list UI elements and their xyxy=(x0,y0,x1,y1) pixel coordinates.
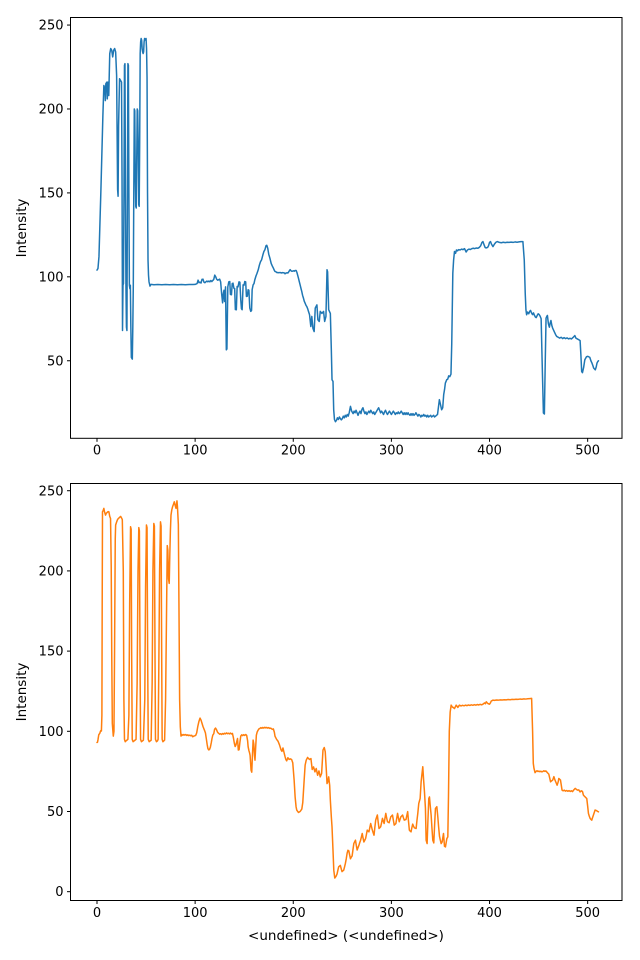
top-y-axis-label: Intensity xyxy=(14,198,30,258)
y-tick-label: 200 xyxy=(39,103,64,118)
bottom-y-axis-label: Intensity xyxy=(14,662,30,722)
y-tick-label: 150 xyxy=(39,645,64,660)
x-tick-label: 100 xyxy=(183,906,208,921)
y-tick-label: 100 xyxy=(39,725,64,740)
y-tick-label: 50 xyxy=(47,354,64,369)
bottom-axes: 0 100 200 300 400 500 0 50 100 150 200 250 xyxy=(39,483,623,921)
x-tick-label: 300 xyxy=(379,906,404,921)
y-tick-label: 200 xyxy=(39,564,64,579)
x-tick-label: 100 xyxy=(183,444,208,459)
y-tick-label: 50 xyxy=(47,805,64,820)
x-tick-label: 200 xyxy=(281,906,306,921)
top-axes: 0 100 200 300 400 500 50 100 150 200 250 xyxy=(39,17,623,459)
bottom-axes-frame xyxy=(70,483,623,901)
top-axes-frame xyxy=(70,17,623,439)
y-tick-label: 100 xyxy=(39,270,64,285)
x-tick-label: 500 xyxy=(575,444,600,459)
bottom-series-line xyxy=(96,500,600,879)
y-tick-label: 150 xyxy=(39,186,64,201)
x-tick-label: 400 xyxy=(477,444,502,459)
x-tick-label: 500 xyxy=(575,906,600,921)
y-tick-label: 250 xyxy=(39,484,64,499)
x-tick-label: 0 xyxy=(93,906,101,921)
x-tick-label: 0 xyxy=(93,444,101,459)
x-tick-label: 300 xyxy=(379,444,404,459)
x-tick-label: 400 xyxy=(477,906,502,921)
top-series-line xyxy=(96,37,600,423)
y-tick-label: 0 xyxy=(55,885,63,900)
y-tick-label: 250 xyxy=(39,19,64,34)
x-tick-label: 200 xyxy=(281,444,306,459)
bottom-x-axis-label: <undefined> (<undefined>) xyxy=(248,928,444,944)
